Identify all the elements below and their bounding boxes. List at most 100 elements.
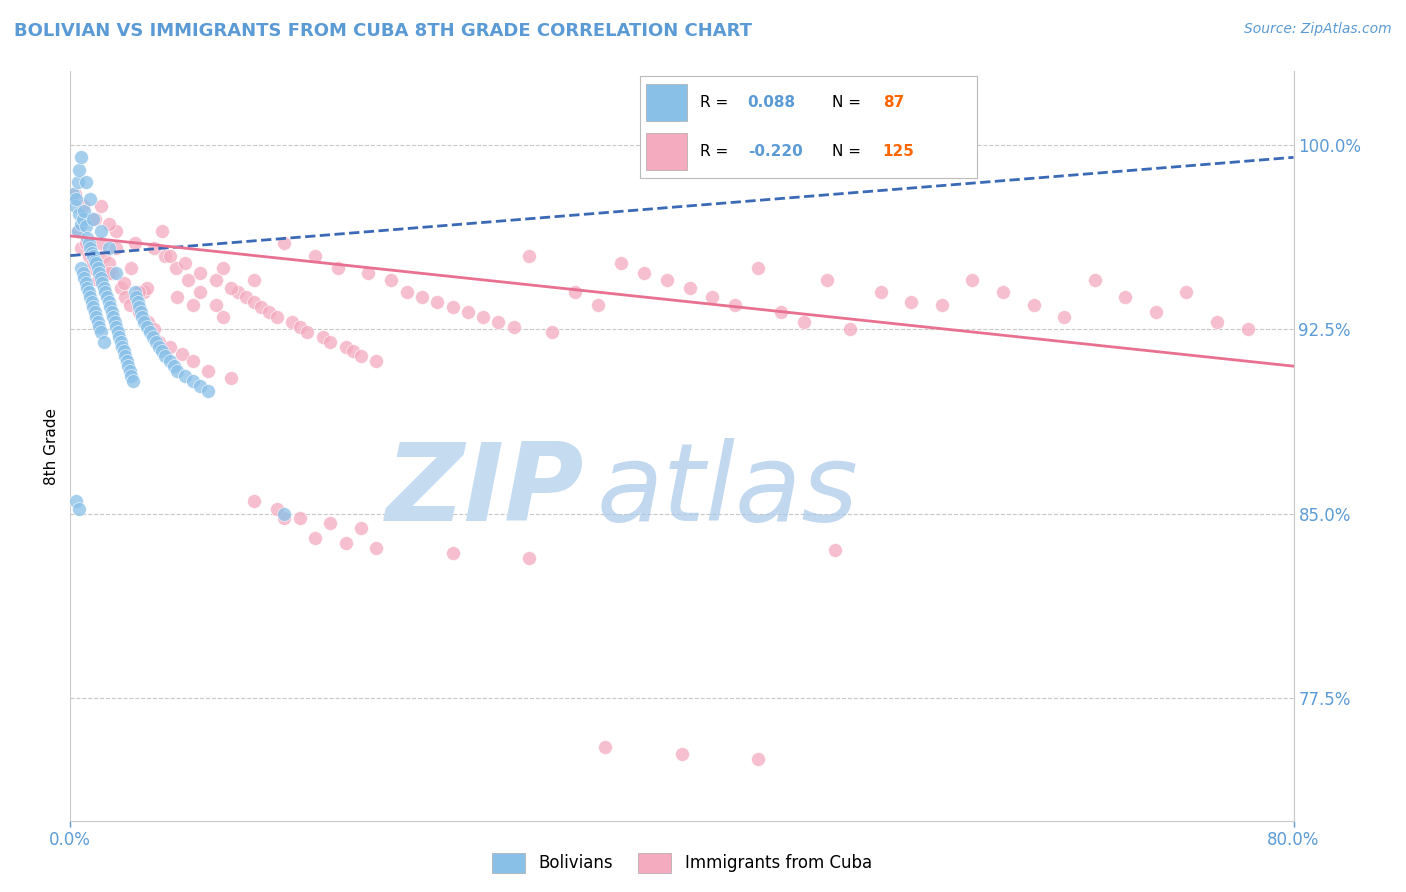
Point [188,266,211,280]
Point [79,290,101,304]
Text: 0.088: 0.088 [748,95,796,110]
Point [132,285,155,300]
Point [366,541,388,555]
Point [69,207,91,221]
Point [517,550,540,565]
Point [93,334,115,349]
Point [671,747,693,762]
Point [311,329,333,343]
Point [101,310,124,324]
Point [62,187,84,202]
Point [610,256,633,270]
Point [342,344,364,359]
Point [98,300,121,314]
Point [824,543,846,558]
Point [89,319,111,334]
Point [136,315,159,329]
Point [148,339,170,353]
Point [243,273,266,287]
Point [124,236,146,251]
Point [304,531,326,545]
Point [793,315,815,329]
Point [73,270,96,285]
Point [90,224,112,238]
Point [107,325,129,339]
Point [110,334,132,349]
Point [150,224,173,238]
Point [197,384,219,398]
Point [89,266,111,280]
Point [148,334,170,349]
Point [70,241,93,255]
Point [117,359,139,373]
Point [243,494,266,508]
Point [1144,305,1167,319]
Point [128,305,150,319]
Point [219,371,242,385]
Point [128,300,150,314]
Point [128,285,150,300]
Bar [647,84,688,121]
Point [132,315,155,329]
Point [90,199,112,213]
Point [75,236,97,251]
Point [65,192,87,206]
Point [70,150,93,164]
Point [87,315,110,329]
Legend: Bolivians, Immigrants from Cuba: Bolivians, Immigrants from Cuba [485,847,879,880]
Point [118,364,141,378]
Point [121,260,143,275]
Point [350,349,373,363]
Point [66,175,89,189]
Point [100,266,122,280]
Point [72,199,94,213]
Point [112,344,135,359]
Point [135,319,157,334]
Point [457,305,479,319]
Point [441,546,464,560]
Text: atlas: atlas [596,439,858,543]
Point [139,325,162,339]
Point [266,310,288,324]
Point [266,501,288,516]
Text: -0.220: -0.220 [748,145,803,160]
Point [80,246,103,260]
Point [288,511,311,525]
Point [69,162,91,177]
Point [1236,322,1258,336]
Point [111,339,134,353]
Point [114,349,136,363]
Point [228,285,250,300]
Point [79,192,101,206]
Point [115,354,138,368]
Point [1053,310,1076,324]
Point [962,273,984,287]
Point [82,300,104,314]
Point [595,739,617,754]
Point [212,310,235,324]
Point [326,260,349,275]
Point [159,339,181,353]
Point [124,285,146,300]
Point [724,298,747,312]
Point [319,516,342,531]
Point [82,249,104,263]
Point [273,507,295,521]
Point [105,241,128,255]
Point [63,199,86,213]
Point [366,354,388,368]
Point [181,374,204,388]
Point [83,253,105,268]
Point [77,285,100,300]
Point [77,236,100,251]
Point [69,501,91,516]
Text: N =: N = [832,95,860,110]
Point [96,290,118,304]
Point [90,325,112,339]
Point [159,354,181,368]
Point [235,290,257,304]
Point [204,298,226,312]
Point [70,260,93,275]
Point [63,187,86,202]
Point [991,285,1014,300]
